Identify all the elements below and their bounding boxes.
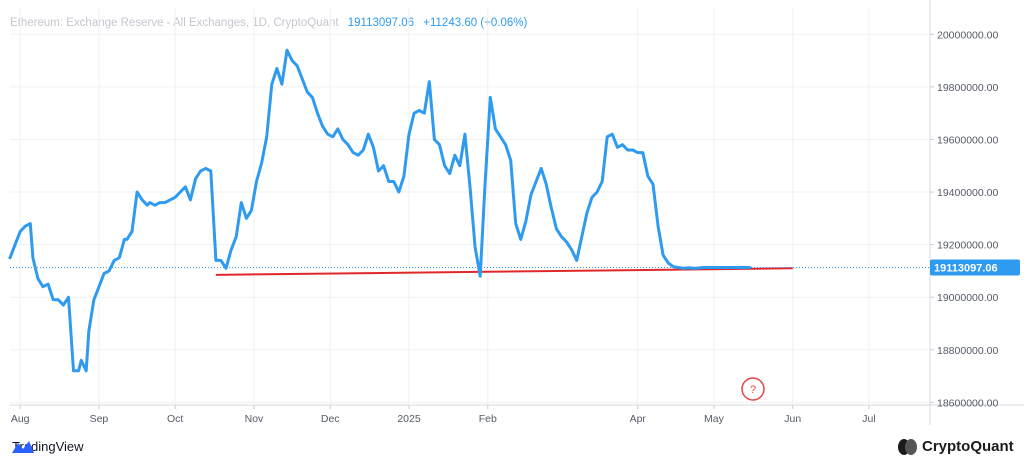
tradingview-logo-icon xyxy=(12,441,34,453)
x-tick-label: Oct xyxy=(167,413,183,425)
x-tick-label: Feb xyxy=(479,413,497,425)
x-tick-label: May xyxy=(704,413,725,425)
cryptoquant-logo-icon xyxy=(898,438,918,455)
price-tag-background xyxy=(930,259,1020,276)
x-axis: Aug Sep Oct Nov Dec 2025 Feb Apr May Jun Jul xyxy=(11,405,876,425)
cryptoquant-label: CryptoQuant xyxy=(922,438,1014,455)
grid xyxy=(10,0,1024,425)
x-tick-label: 2025 xyxy=(397,413,421,425)
last-value: 19113097.06 xyxy=(347,17,415,29)
y-tick-label: 19000000.00 xyxy=(937,292,998,304)
chart-header: Ethereum: Exchange Reserve - All Exchang… xyxy=(10,17,527,29)
x-tick-label: Aug xyxy=(11,413,30,425)
x-tick-label: Jul xyxy=(862,413,875,425)
series-line-exchange-reserve xyxy=(8,48,752,373)
alert-question-icon: ? xyxy=(750,384,756,396)
tradingview-brand[interactable]: TradingView xyxy=(12,439,84,454)
y-tick-label: 19200000.00 xyxy=(937,240,998,252)
y-tick-label: 19600000.00 xyxy=(937,134,998,146)
y-tick-label: 18600000.00 xyxy=(937,397,998,409)
chart-title: Ethereum: Exchange Reserve - All Exchang… xyxy=(10,17,339,29)
alert-marker[interactable]: ? xyxy=(741,377,765,401)
trendline[interactable] xyxy=(215,267,793,276)
x-tick-label: Apr xyxy=(630,413,647,425)
y-axis: 20000000.00 19800000.00 19600000.00 1940000… xyxy=(930,29,998,409)
y-tick-label: 19400000.00 xyxy=(937,187,998,199)
x-tick-label: Sep xyxy=(90,413,109,425)
x-tick-label: Jun xyxy=(784,413,801,425)
alert-circle[interactable] xyxy=(741,377,765,401)
cryptoquant-brand[interactable]: CryptoQuant xyxy=(898,438,1014,455)
price-tag-text: 19113097.06 xyxy=(934,262,998,274)
y-tick-label: 20000000.00 xyxy=(937,29,998,41)
price-tag: 19113097.06 xyxy=(930,259,1020,276)
y-tick-label: 18800000.00 xyxy=(937,345,998,357)
x-tick-label: Nov xyxy=(245,413,264,425)
value-change: +11243.60 (+0.06%) xyxy=(423,17,528,29)
x-tick-label: Dec xyxy=(321,413,340,425)
y-tick-label: 19800000.00 xyxy=(937,82,998,94)
